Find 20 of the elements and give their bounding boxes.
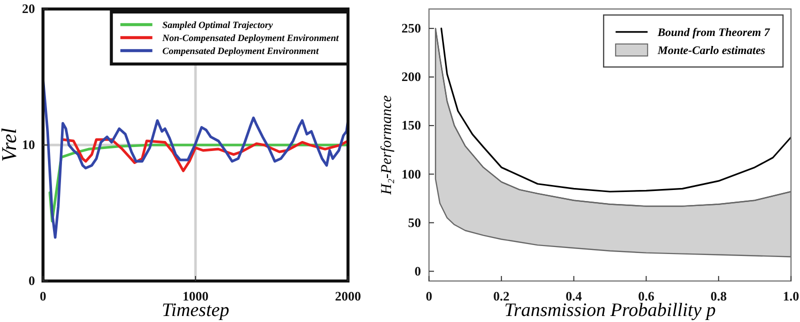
legend-label: Non-Compensated Deployment Environment [161, 34, 339, 44]
y-tick-label: 0 [414, 263, 421, 278]
y-tick-label: 10 [22, 137, 35, 152]
x-tick-label: 2000 [335, 288, 361, 304]
y-tick-label: 100 [402, 166, 421, 182]
y-tick-label: 200 [402, 69, 421, 84]
legend-label: Compensated Deployment Environment [162, 47, 319, 57]
y-tick-label: 250 [402, 20, 421, 36]
x-tick-label: 0 [40, 288, 46, 304]
y-tick-label: 50 [408, 214, 421, 230]
y-axis-title: H₂-Performance [379, 94, 395, 196]
legend-label: Bound from Theorem 7 [656, 27, 771, 39]
y-tick-label: 150 [402, 118, 421, 133]
x-tick-label: 0 [426, 288, 432, 304]
y-tick-label: 0 [28, 273, 35, 288]
y-tick-label: 20 [22, 1, 35, 16]
y-axis-title: Vrel [0, 128, 21, 162]
legend-label: Sampled Optimal Trajectory [162, 21, 274, 31]
legend-label: Monte-Carlo estimates [656, 45, 766, 57]
x-tick-label: 1.0 [782, 288, 800, 304]
